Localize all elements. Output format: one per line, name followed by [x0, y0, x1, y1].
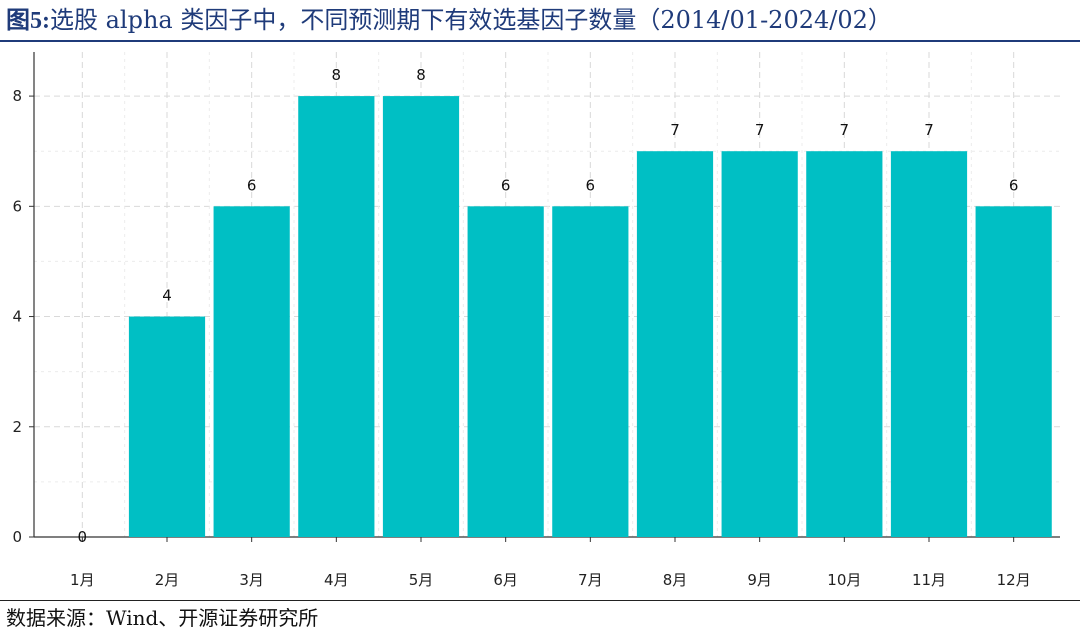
bar	[721, 151, 798, 538]
data-label: 7	[924, 121, 934, 139]
data-label: 8	[332, 66, 342, 84]
bar-layer	[128, 96, 1052, 538]
bar	[975, 206, 1052, 537]
bar	[636, 151, 714, 538]
x-tick-label: 2月	[155, 571, 180, 589]
x-tick-label: 7月	[578, 571, 603, 589]
data-label: 6	[1009, 176, 1019, 194]
y-tick-label: 8	[12, 87, 22, 105]
x-tick-label: 1月	[70, 571, 95, 589]
label-layer: 0 4 6 8 8 6 6 7 7 7 7 6	[78, 66, 1019, 546]
x-tick-label: 8月	[663, 571, 688, 589]
bar	[552, 206, 629, 537]
data-label: 8	[416, 66, 426, 84]
data-label: 7	[755, 121, 765, 139]
y-tick-label: 6	[12, 197, 22, 215]
axis-layer: 0 2 4 6 8 1月 2月 3月 4月 5月 6月 7月 8月 9月 10月 11月 12月	[12, 52, 1060, 589]
figure-number: 图5:	[6, 8, 50, 34]
x-tick-label: 3月	[239, 571, 264, 589]
y-tick-label: 0	[12, 528, 22, 546]
bar	[890, 151, 968, 538]
data-label: 0	[78, 528, 88, 546]
figure-title-text: 选股 alpha 类因子中，不同预测期下有效选基因子数量（2014/01-202…	[50, 6, 892, 34]
source-note: 数据来源：Wind、开源证券研究所	[6, 606, 319, 630]
x-tick-label: 10月	[827, 571, 861, 589]
data-label: 6	[247, 176, 257, 194]
data-label: 7	[670, 121, 680, 139]
x-tick-label: 5月	[409, 571, 434, 589]
bar-chart: 0 2 4 6 8 1月 2月 3月 4月 5月 6月 7月 8月 9月 10月 11月 12月 0 4 6 8 8 6 6…	[12, 52, 1060, 589]
bar	[213, 206, 290, 537]
bar	[467, 206, 544, 537]
bar	[806, 151, 883, 538]
bar	[298, 96, 375, 537]
bar	[382, 96, 460, 537]
x-tick-label: 4月	[324, 571, 349, 589]
x-tick-label: 12月	[997, 571, 1031, 589]
x-tick-label: 6月	[493, 571, 518, 589]
data-label: 6	[501, 176, 511, 194]
title-rule	[0, 40, 1080, 42]
data-label: 4	[162, 287, 172, 305]
x-tick-label: 11月	[912, 571, 946, 589]
y-tick-label: 4	[12, 308, 22, 326]
data-label: 7	[840, 121, 850, 139]
source-rule	[0, 600, 1080, 601]
data-label: 6	[586, 176, 596, 194]
x-tick-label: 9月	[747, 571, 772, 589]
bar	[128, 316, 206, 537]
figure-title: 图5:选股 alpha 类因子中，不同预测期下有效选基因子数量（2014/01-…	[6, 4, 892, 36]
y-tick-label: 2	[12, 418, 22, 436]
